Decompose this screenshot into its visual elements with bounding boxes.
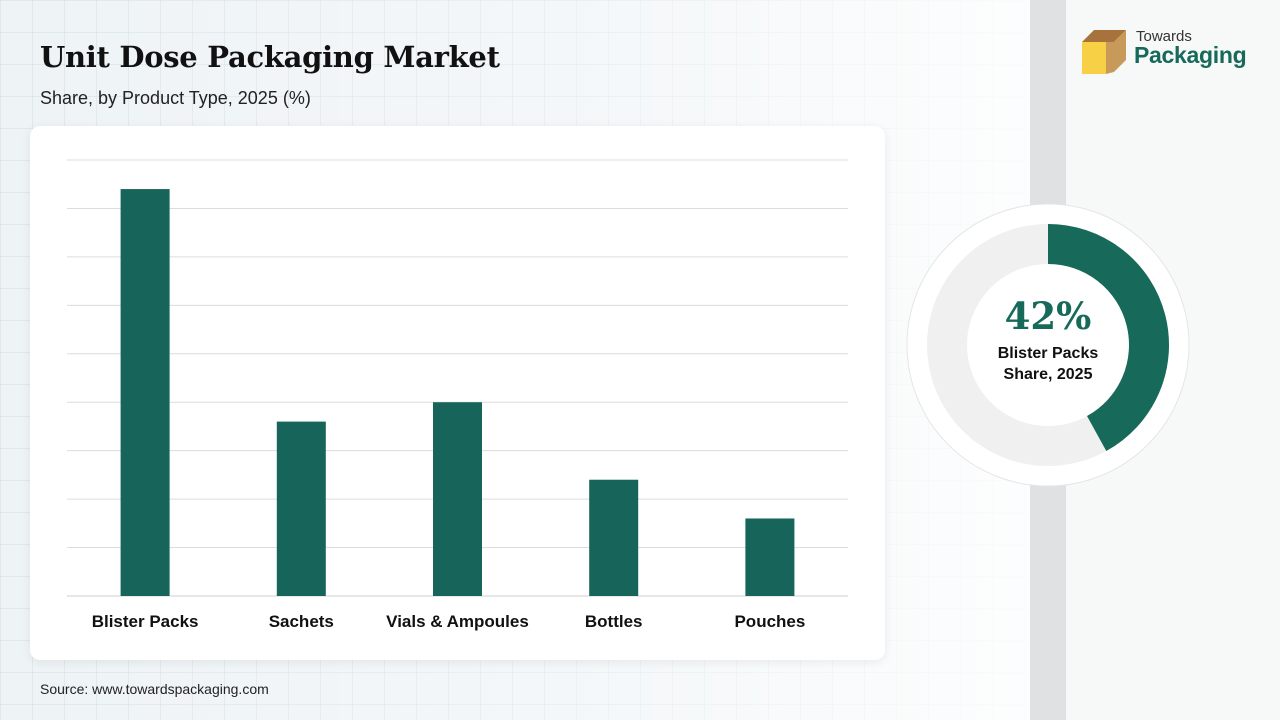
bar-blister-packs <box>120 189 170 597</box>
x-tick-label: Vials & Ampoules <box>386 612 529 631</box>
bar-vials-ampoules <box>433 402 482 596</box>
bar-sachets <box>276 421 326 596</box>
x-tick-label: Sachets <box>269 612 334 631</box>
donut-percent: 42% <box>1004 294 1092 338</box>
box-icon <box>1082 30 1126 74</box>
donut-label-line1: Blister Packs <box>997 345 1099 362</box>
page-subtitle: Share, by Product Type, 2025 (%) <box>40 88 311 108</box>
bar-layer <box>120 189 795 597</box>
logo-text-bottom: Packaging <box>1134 42 1247 68</box>
bar-pouches <box>745 518 795 596</box>
logo-text-top: Towards <box>1136 28 1192 45</box>
x-tick-label: Bottles <box>585 612 643 631</box>
x-tick-label: Pouches <box>734 612 805 631</box>
source-note: Source: www.towardspackaging.com <box>40 681 269 697</box>
bar-bottles <box>589 479 639 596</box>
donut-segment <box>1047 224 1169 452</box>
page-title: Unit Dose Packaging Market <box>40 40 500 74</box>
donut-label-line2: Share, 2025 <box>1003 366 1093 383</box>
brand-logo[interactable]: Towards Packaging <box>1082 28 1262 78</box>
bar-chart: Blister Packs Sachets Vials & Ampoules Bott… <box>67 159 848 631</box>
chart-card: Blister Packs Sachets Vials & Ampoules Bott… <box>30 126 885 660</box>
label-layer: Blister Packs Sachets Vials & Ampoules Bott… <box>92 612 806 631</box>
donut-chart <box>906 203 1190 487</box>
highlight-donut: 42% Blister Packs Share, 2025 <box>905 202 1191 488</box>
x-tick-label: Blister Packs <box>92 612 199 631</box>
